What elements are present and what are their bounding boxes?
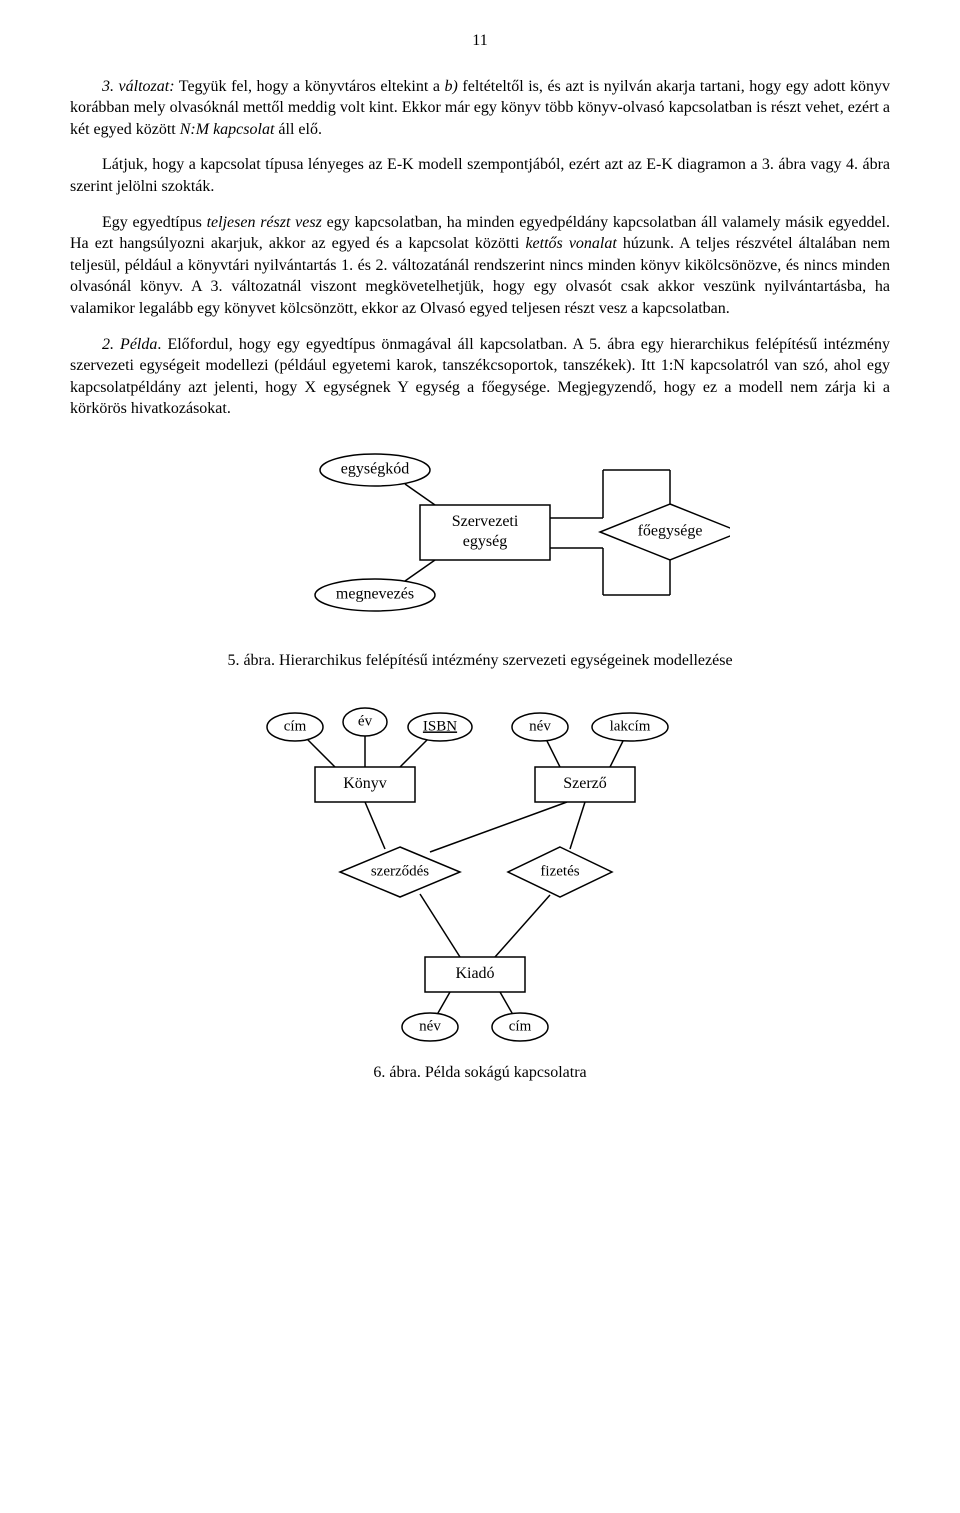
p1-f: áll elő. [274,121,322,138]
page-number: 11 [70,30,890,52]
svg-text:megnevezés: megnevezés [336,586,414,603]
paragraph-3: Egy egyedtípus teljesen részt vesz egy k… [70,212,890,320]
diagram-5: egységkód megnevezés Szervezeti egység főegy… [230,440,730,640]
diagram-6: Könyv Szerző Kiadó szerződés fizetés cím év ISB… [220,702,740,1052]
p3-a: Egy egyedtípus [102,214,207,231]
svg-text:fizetés: fizetés [540,863,579,879]
paragraph-1: 3. változat: Tegyük fel, hogy a könyvtár… [70,76,890,141]
paragraph-2: Látjuk, hogy a kapcsolat típusa lényeges… [70,154,890,197]
p1-c: b) [445,78,458,95]
p1-lead: 3. változat: [102,78,175,95]
caption-6: 6. ábra. Példa sokágú kapcsolatra [70,1062,890,1084]
caption-5: 5. ábra. Hierarchikus felépítésű intézmé… [70,650,890,672]
svg-text:Könyv: Könyv [343,775,387,792]
svg-text:Szervezeti: Szervezeti [452,513,519,530]
svg-text:főegysége: főegysége [638,523,703,540]
p3-b: teljesen részt vesz [207,214,322,231]
p4-a: 2. Példa [102,336,157,353]
svg-text:egység: egység [463,533,507,550]
svg-text:egységkód: egységkód [341,461,409,478]
svg-text:év: év [358,713,373,729]
svg-text:ISBN: ISBN [423,718,457,734]
p1-b: Tegyük fel, hogy a könyvtáros eltekint a [175,78,445,95]
svg-text:Kiadó: Kiadó [455,965,494,982]
svg-text:név: név [529,718,551,734]
p3-d: kettős vonalat [525,235,616,252]
svg-text:szerződés: szerződés [371,863,429,879]
svg-text:Szerző: Szerző [563,775,607,792]
svg-text:cím: cím [509,1018,532,1034]
p1-e: N:M kapcsolat [180,121,275,138]
svg-text:lakcím: lakcím [610,718,651,734]
p4-b: . Előfordul, hogy egy egyedtípus önmagáv… [70,336,890,418]
svg-text:cím: cím [284,718,307,734]
svg-text:név: név [419,1018,441,1034]
paragraph-4: 2. Példa. Előfordul, hogy egy egyedtípus… [70,334,890,420]
